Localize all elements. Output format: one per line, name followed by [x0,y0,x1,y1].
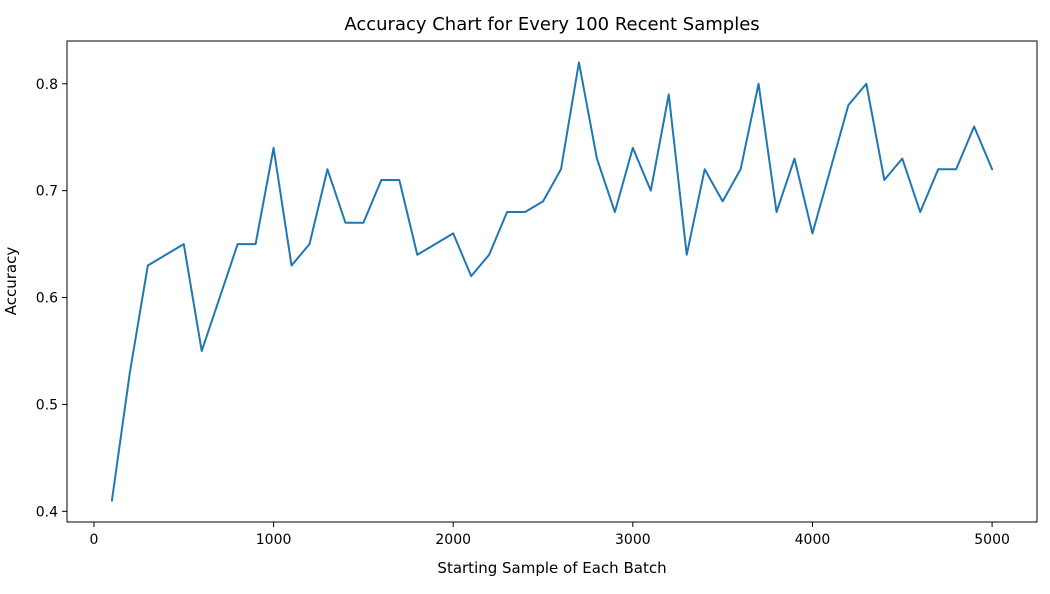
x-tick-label: 5000 [974,532,1010,548]
plot-area: 0 1000 2000 3000 4000 5000 0.4 0.5 0.6 0.7 0.8 [36,40,1038,548]
x-axis-ticks: 0 1000 2000 3000 4000 5000 [89,522,1010,548]
y-tick-label: 0.7 [36,184,58,200]
series-layer [110,61,994,502]
x-axis-title: Starting Sample of Each Batch [437,559,666,577]
plot-frame [66,40,1038,523]
y-axis-title: Accuracy [2,247,20,316]
y-axis-ticks: 0.4 0.5 0.6 0.7 0.8 [36,77,67,520]
y-tick-label: 0.6 [36,291,58,307]
x-tick-label: 2000 [435,532,471,548]
y-tick-label: 0.5 [36,397,58,413]
accuracy-series-line [110,61,994,502]
y-tick-label: 0.8 [36,77,58,93]
chart-title: Accuracy Chart for Every 100 Recent Samp… [344,14,759,35]
x-tick-label: 3000 [615,532,651,548]
y-tick-label: 0.4 [36,504,58,520]
x-tick-label: 1000 [256,532,292,548]
x-tick-label: 0 [89,532,98,548]
x-tick-label: 4000 [795,532,831,548]
